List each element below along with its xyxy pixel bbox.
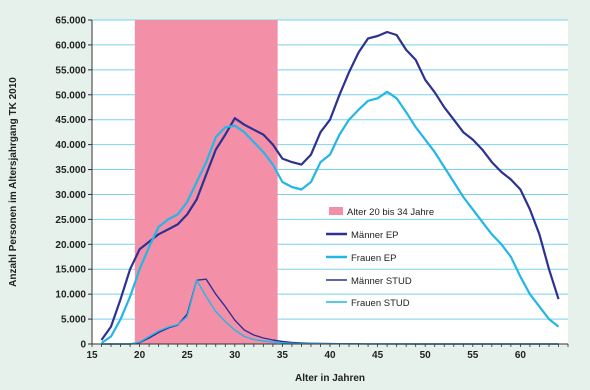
x-tick-label: 40 [324,350,336,361]
legend-swatch-band [329,207,343,215]
y-tick-label: 45.000 [55,115,86,126]
x-tick-label: 15 [86,350,98,361]
x-tick-label: 50 [420,350,432,361]
legend-label-band: Alter 20 bis 34 Jahre [347,207,434,218]
series-line-frauen-ep [100,90,560,344]
x-axis-title: Alter in Jahren [295,373,365,384]
y-axis-title: Anzahl Personen im Altersjahrgang TK 201… [8,77,19,287]
y-tick-label: 0 [80,340,86,351]
y-tick-label: 60.000 [55,40,86,51]
series-line-maenner-ep [100,30,560,341]
y-tick-label: 40.000 [55,140,86,151]
x-tick-label: 20 [134,350,146,361]
y-tick-label: 10.000 [55,290,86,301]
x-tick-labels: 15 20 25 30 35 40 45 50 55 60 [86,344,569,361]
legend-label-maenner-ep: Männer EP [351,230,399,241]
y-tick-label: 35.000 [55,165,86,176]
y-tick-label: 30.000 [55,190,86,201]
y-tick-label: 20.000 [55,240,86,251]
y-tick-label: 15.000 [55,265,86,276]
y-tick-label: 5.000 [61,315,86,326]
x-tick-label: 45 [372,350,384,361]
highlight-band [134,20,278,344]
legend: Alter 20 bis 34 Jahre Männer EP Frauen E… [326,207,434,309]
legend-label-frauen-ep: Frauen EP [351,253,396,264]
legend-label-frauen-stud: Frauen STUD [351,298,410,309]
y-tick-label: 50.000 [55,90,86,101]
x-tick-label: 25 [182,350,194,361]
y-tick-label: 65.000 [55,16,86,27]
x-tick-label: 55 [467,350,479,361]
legend-label-maenner-stud: Männer STUD [351,276,412,287]
y-tick-label: 25.000 [55,215,86,226]
x-tick-label: 30 [229,350,241,361]
x-tick-label: 60 [515,350,527,361]
y-tick-label: 55.000 [55,65,86,76]
x-tick-label: 35 [277,350,289,361]
y-tick-labels: 0 5.000 10.000 15.000 20.000 25.000 30.000 35.0… [55,16,92,351]
